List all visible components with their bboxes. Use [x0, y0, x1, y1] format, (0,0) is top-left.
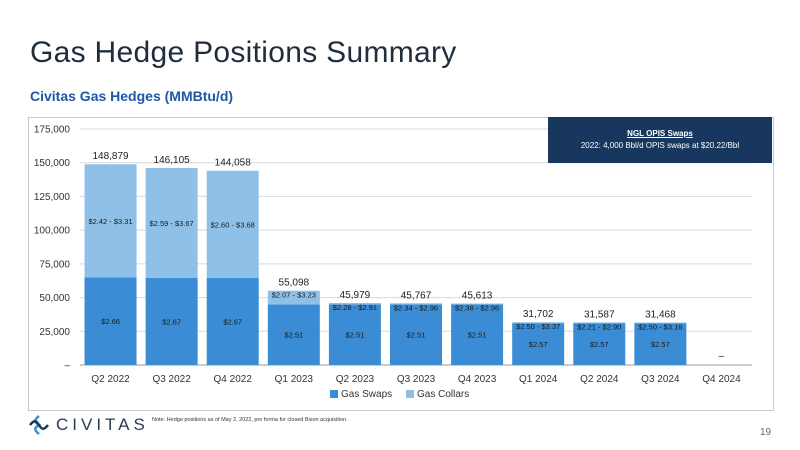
- civitas-logo: CIVITAS: [28, 414, 149, 436]
- bar-gas-swaps: [390, 304, 442, 365]
- bar-total-label: –: [719, 351, 725, 362]
- bar-gas-swaps: [206, 278, 259, 365]
- bar-total-label: 31,468: [645, 310, 676, 321]
- logo-text: CIVITAS: [56, 415, 149, 434]
- bar-total-label: 148,879: [92, 151, 129, 162]
- legend-swatch: [406, 390, 414, 398]
- swap-price-label: $2.57: [651, 340, 670, 349]
- x-tick-label: Q4 2023: [458, 374, 497, 385]
- bar-gas-collars: [328, 302, 381, 305]
- swap-price-label: $2.51: [468, 331, 487, 340]
- bar-gas-collars: [634, 322, 687, 324]
- civitas-logo-icon: [29, 415, 49, 435]
- x-tick-label: Q1 2023: [275, 374, 314, 385]
- y-tick-label: 75,000: [39, 259, 70, 270]
- x-tick-label: Q2 2022: [91, 374, 130, 385]
- bar-total-label: 45,613: [462, 290, 493, 301]
- bar-gas-swaps: [512, 323, 565, 365]
- x-tick-label: Q2 2024: [580, 374, 619, 385]
- y-tick-label: 125,000: [34, 192, 71, 203]
- swap-price-label: $2.66: [101, 317, 120, 326]
- chart-subtitle: Civitas Gas Hedges (MMBtu/d): [30, 88, 234, 104]
- collar-price-label: $2.21 - $2.90: [577, 322, 621, 331]
- y-tick-label: 150,000: [34, 158, 71, 169]
- page-number: 19: [760, 427, 772, 438]
- page-title: Gas Hedge Positions Summary: [30, 36, 457, 69]
- x-tick-label: Q4 2022: [214, 374, 253, 385]
- y-tick-label: 25,000: [39, 327, 70, 338]
- legend-label: Gas Swaps: [341, 389, 392, 400]
- x-tick-label: Q3 2024: [641, 374, 680, 385]
- collar-price-label: $2.42 - $3.31: [88, 217, 132, 226]
- x-tick-label: Q1 2024: [519, 374, 558, 385]
- bar-gas-swaps: [634, 323, 687, 365]
- bar-gas-collars: [512, 322, 565, 324]
- ngl-box-text: 2022: 4,000 Bbl/d OPIS swaps at $20.22/B…: [580, 141, 740, 150]
- swap-price-label: $2.51: [346, 331, 365, 340]
- bar-total-label: 146,105: [154, 155, 191, 166]
- bar-gas-collars: [206, 170, 259, 279]
- legend-label: Gas Collars: [417, 389, 469, 400]
- swap-price-label: $2.57: [529, 340, 548, 349]
- bar-gas-collars: [84, 164, 137, 278]
- ngl-opis-swaps-box: NGL OPIS Swaps 2022: 4,000 Bbl/d OPIS sw…: [548, 117, 772, 163]
- bar-total-label: 45,767: [401, 290, 432, 301]
- bar-gas-swaps: [573, 323, 626, 365]
- x-tick-label: Q2 2023: [336, 374, 375, 385]
- y-tick-label: –: [64, 361, 70, 372]
- collar-price-label: $2.60 - $3.68: [211, 220, 255, 229]
- swap-price-label: $2.67: [223, 318, 242, 327]
- bar-gas-swaps: [145, 278, 198, 365]
- bar-gas-swaps: [451, 304, 504, 365]
- collar-price-label: $2.07 - $3.23: [272, 291, 316, 300]
- collar-price-label: $2.34 - $2.96: [394, 303, 438, 312]
- bar-gas-swaps: [84, 277, 137, 365]
- bar-total-label: 31,587: [584, 309, 615, 320]
- bar-gas-collars: [573, 322, 626, 324]
- legend-swatch: [330, 390, 338, 398]
- collar-price-label: $2.28 - $2.91: [333, 303, 377, 312]
- bar-gas-swaps: [328, 304, 381, 365]
- collar-price-label: $2.59 - $3.67: [150, 219, 194, 228]
- bar-gas-collars: [267, 290, 320, 305]
- swap-price-label: $2.51: [284, 331, 303, 340]
- bar-total-label: 31,702: [523, 309, 554, 320]
- swap-price-label: $2.51: [407, 331, 426, 340]
- footnote: Note: Hedge positions as of May 2, 2022,…: [152, 417, 348, 423]
- collar-price-label: $2.50 - $3.37: [516, 322, 560, 331]
- bar-gas-swaps: [267, 304, 320, 365]
- bar-total-label: 144,058: [215, 158, 252, 169]
- y-tick-label: 50,000: [39, 293, 70, 304]
- x-tick-label: Q4 2024: [702, 374, 741, 385]
- y-tick-label: 100,000: [34, 226, 71, 237]
- bar-gas-collars: [451, 303, 504, 305]
- swap-price-label: $2.57: [590, 340, 609, 349]
- ngl-box-title: NGL OPIS Swaps: [627, 129, 693, 138]
- x-tick-label: Q3 2023: [397, 374, 436, 385]
- bar-gas-collars: [145, 167, 198, 279]
- bar-gas-collars: [390, 303, 442, 305]
- collar-price-label: $2.38 - $2.96: [455, 303, 499, 312]
- collar-price-label: $2.50 - $3.16: [638, 323, 682, 332]
- bar-total-label: 55,098: [279, 278, 310, 289]
- swap-price-label: $2.67: [162, 318, 181, 327]
- x-tick-label: Q3 2022: [152, 374, 191, 385]
- bar-total-label: 45,979: [340, 290, 371, 301]
- y-tick-label: 175,000: [34, 125, 71, 136]
